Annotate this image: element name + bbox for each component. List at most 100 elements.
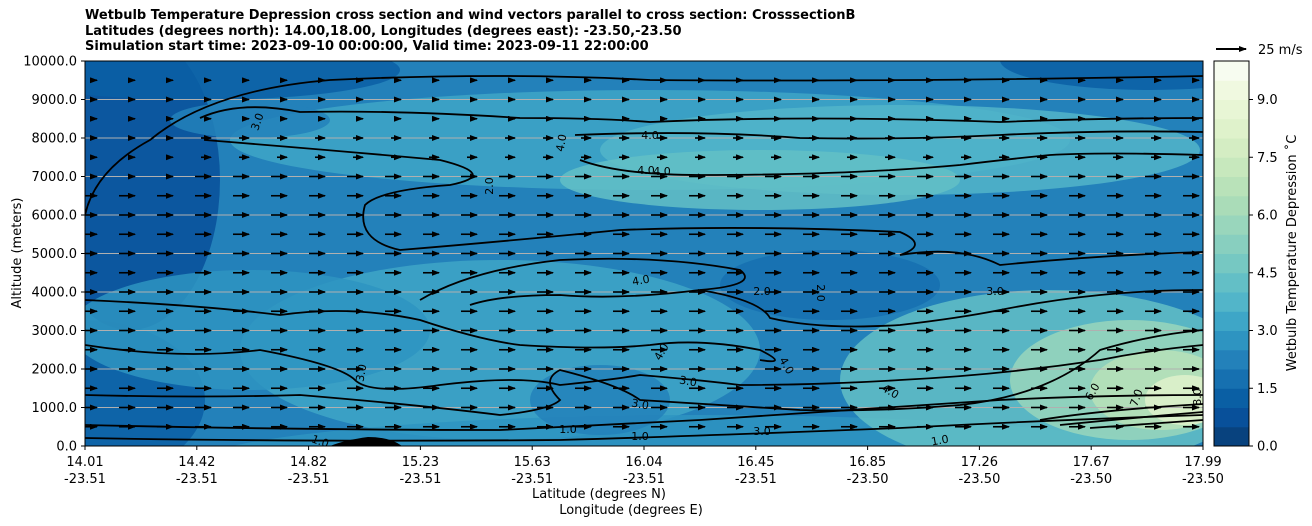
colorbar-band: [1214, 349, 1249, 370]
contour-label: 1.0: [631, 430, 649, 443]
colorbar-tick-label: 3.0: [1257, 324, 1278, 339]
contour-fill: [560, 150, 960, 210]
y-tick-label: 7000.0: [32, 170, 78, 185]
y-tick-label: 3000.0: [32, 324, 78, 339]
title-line-2: Latitudes (degrees north): 14.00,18.00, …: [85, 23, 682, 39]
contour-line: [1059, 411, 1203, 426]
y-tick-label: 0.0: [56, 440, 77, 455]
x-tick-label-lat: 15.63: [514, 455, 551, 470]
wind-vectors: [85, 77, 1200, 430]
x-tick-label-lon: -23.51: [176, 472, 218, 487]
colorbar-band: [1214, 157, 1249, 177]
colorbar-band: [1214, 176, 1249, 197]
contour-line: [85, 414, 1203, 442]
y-tick-label: 8000.0: [32, 132, 78, 147]
contour-line: [85, 299, 776, 363]
colorbar-tick-label: 0.0: [1257, 440, 1278, 455]
colorbar-tick-label: 1.5: [1257, 382, 1278, 397]
colorbar-band: [1214, 388, 1249, 408]
colorbar-band: [1214, 195, 1249, 216]
x-tick-label-lat: 14.01: [66, 455, 103, 470]
title-line-1: Wetbulb Temperature Depression cross sec…: [85, 8, 856, 23]
contour-fill: [530, 365, 670, 435]
contour-line: [1039, 403, 1203, 421]
contour-label: 7.0: [1127, 387, 1145, 408]
contour-line: [419, 257, 746, 306]
x-tick-label-lon: -23.50: [1070, 472, 1112, 487]
contour-label: 8.0: [1191, 388, 1204, 406]
wind-key-label: 25 m/s: [1258, 43, 1303, 58]
title-line-3: Simulation start time: 2023-09-10 00:00:…: [85, 39, 649, 54]
colorbar-band: [1214, 426, 1249, 447]
colorbar-tick-label: 7.5: [1257, 151, 1278, 166]
colorbar-band: [1214, 253, 1249, 274]
colorbar-band: [1214, 61, 1249, 81]
contour-fill: [720, 250, 940, 320]
colorbar: 0.0 1.5 3.0 4.5 6.0 7.5 9.0: [1213, 60, 1278, 455]
colorbar-band: [1214, 369, 1249, 389]
contour-line: [199, 106, 1203, 123]
colorbar-label: Wetbulb Temperature Depression ˚C: [1284, 135, 1300, 372]
x-tick-label-lat: 15.23: [402, 455, 439, 470]
y-tick-label: 1000.0: [32, 401, 78, 416]
chart-title: Wetbulb Temperature Depression cross sec…: [85, 8, 855, 55]
x-axis-label-lat: Latitude (degrees N): [532, 487, 666, 502]
x-tick-label-lon: -23.51: [735, 472, 777, 487]
x-tick-label-lon: -23.51: [511, 472, 553, 487]
colorbar-band: [1214, 118, 1249, 139]
contour-label: 3.0: [630, 397, 649, 413]
colorbar-tick-label: 4.5: [1257, 266, 1278, 281]
contour-fill: [85, 61, 400, 100]
contour-label: 3.0: [248, 111, 266, 132]
plot-area: 3.02.04.0 4.04.04.04.02.0 2.0 3.04.03.04.04…: [85, 61, 1204, 450]
y-tick-label: 5000.0: [32, 247, 78, 262]
colorbar-band: [1214, 272, 1249, 293]
x-tick-label-lat: 14.42: [178, 455, 215, 470]
contour-line: [699, 289, 1203, 328]
x-tick-label-lat: 17.26: [961, 455, 998, 470]
colorbar-band: [1214, 215, 1249, 235]
x-tick-label-lat: 17.99: [1184, 455, 1221, 470]
colorbar-frame: [1213, 60, 1250, 447]
contour-line: [85, 75, 1203, 216]
y-axis: 0.0 1000.0 2000.0 3000.0 4000.0 5000.0 6000.0 7…: [23, 55, 85, 455]
y-tick-label: 2000.0: [32, 363, 78, 378]
x-tick-label-lon: -23.51: [399, 472, 441, 487]
contour-label: 2.0: [753, 285, 771, 298]
filled-contours: [85, 61, 1203, 446]
x-axis: 14.01 -23.51 14.42 -23.51 14.82 -23.51 15.23 -2…: [64, 446, 1224, 487]
contour-line: [204, 139, 1203, 266]
y-tick-label: 4000.0: [32, 286, 78, 301]
contour-label: 4.0: [631, 273, 650, 289]
y-tick-label: 9000.0: [32, 93, 78, 108]
x-tick-label-lon: -23.50: [1182, 472, 1224, 487]
x-tick-label-lat: 16.85: [849, 455, 886, 470]
x-tick-label-lon: -23.50: [847, 472, 889, 487]
contour-fill: [1000, 61, 1203, 90]
wind-key: 25 m/s: [1216, 43, 1303, 58]
contour-fill: [1145, 375, 1203, 425]
contour-label: 4.0: [641, 129, 659, 142]
contour-label: 4.0: [637, 164, 655, 177]
contour-label: 1.0: [559, 423, 577, 436]
colorbar-band: [1214, 311, 1249, 331]
x-tick-label-lat: 17.67: [1073, 455, 1110, 470]
y-tick-label: 10000.0: [23, 55, 77, 70]
colorbar-band: [1214, 292, 1249, 312]
x-tick-label-lon: -23.51: [288, 472, 330, 487]
contour-line: [1089, 419, 1203, 429]
contour-label: 2.0: [814, 284, 827, 302]
contour-label: 1.0: [310, 432, 331, 450]
x-tick-label-lat: 14.82: [290, 455, 327, 470]
colorbar-band: [1214, 407, 1249, 428]
contour-label: 1.0: [930, 433, 949, 449]
contour-lines: [85, 75, 1203, 442]
contour-label: 2.0: [483, 177, 496, 195]
x-tick-label-lon: -23.51: [623, 472, 665, 487]
y-tick-label: 6000.0: [32, 209, 78, 224]
x-tick-label-lat: 16.04: [625, 455, 662, 470]
x-axis-label-lon: Longitude (degrees E): [559, 503, 703, 518]
colorbar-tick-label: 6.0: [1257, 209, 1278, 224]
colorbar-band: [1214, 80, 1249, 100]
